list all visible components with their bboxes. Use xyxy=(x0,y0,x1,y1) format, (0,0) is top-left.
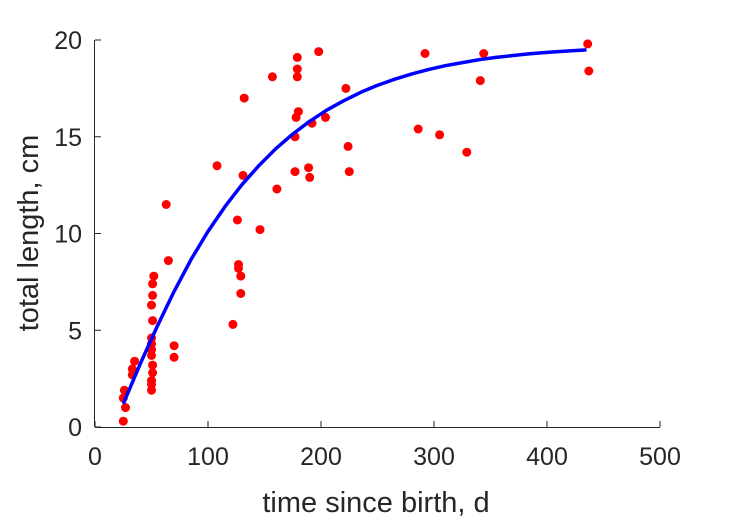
data-point xyxy=(236,289,246,298)
data-point xyxy=(292,72,302,82)
x-tick-label: 0 xyxy=(88,443,102,471)
data-point xyxy=(228,319,238,329)
data-point xyxy=(169,341,179,351)
x-tick-label: 300 xyxy=(413,443,455,471)
data-point xyxy=(344,167,354,177)
data-point xyxy=(130,356,140,366)
data-point xyxy=(148,279,158,289)
data-point xyxy=(292,52,302,62)
data-point xyxy=(148,360,158,370)
data-point xyxy=(212,161,222,171)
y-tick-label: 10 xyxy=(54,221,82,249)
x-tick-label: 400 xyxy=(526,443,568,471)
data-point xyxy=(236,271,246,281)
data-point xyxy=(147,300,156,310)
data-point xyxy=(343,141,353,151)
data-point xyxy=(148,368,158,378)
data-point xyxy=(169,352,179,362)
y-tick-label: 20 xyxy=(54,27,82,55)
data-point xyxy=(293,107,303,117)
data-point xyxy=(234,263,243,273)
y-tick-label: 0 xyxy=(68,414,82,442)
y-tick-label: 15 xyxy=(54,124,82,152)
data-point xyxy=(420,49,430,58)
data-point xyxy=(147,376,156,386)
data-point xyxy=(238,170,248,180)
data-point xyxy=(479,49,489,58)
x-tick-label: 500 xyxy=(639,443,681,471)
data-point xyxy=(127,364,137,374)
data-point xyxy=(584,66,594,76)
data-point xyxy=(148,290,158,300)
y-ticks: 0 5 10 15 20 xyxy=(54,27,101,442)
data-point xyxy=(583,39,593,49)
data-point xyxy=(292,64,302,74)
y-tick-label: 5 xyxy=(68,317,82,345)
data-point xyxy=(148,316,158,326)
axes xyxy=(94,40,660,428)
data-point xyxy=(314,47,324,57)
data-point xyxy=(290,167,300,177)
data-point xyxy=(272,184,282,194)
data-point xyxy=(475,76,485,86)
x-ticks: 0 100 200 300 400 500 xyxy=(88,421,681,471)
data-point xyxy=(161,200,171,209)
data-point xyxy=(232,215,242,225)
plot-area xyxy=(118,39,594,426)
x-axis-label: time since birth, d xyxy=(262,487,489,519)
data-point xyxy=(304,163,314,173)
data-point xyxy=(239,93,249,103)
data-point xyxy=(462,147,472,157)
data-point xyxy=(118,416,128,426)
fit-curve xyxy=(121,48,587,405)
data-point xyxy=(305,172,315,182)
data-point xyxy=(413,124,423,134)
data-point xyxy=(149,271,159,281)
data-point xyxy=(255,225,265,235)
data-point xyxy=(341,83,351,93)
y-axis-label: total length, cm xyxy=(13,135,45,332)
data-point xyxy=(163,256,173,266)
data-point xyxy=(121,403,130,413)
x-tick-label: 100 xyxy=(187,443,229,471)
x-tick-label: 200 xyxy=(300,443,342,471)
data-point xyxy=(321,112,330,122)
data-point xyxy=(267,72,277,82)
data-point xyxy=(435,130,445,140)
